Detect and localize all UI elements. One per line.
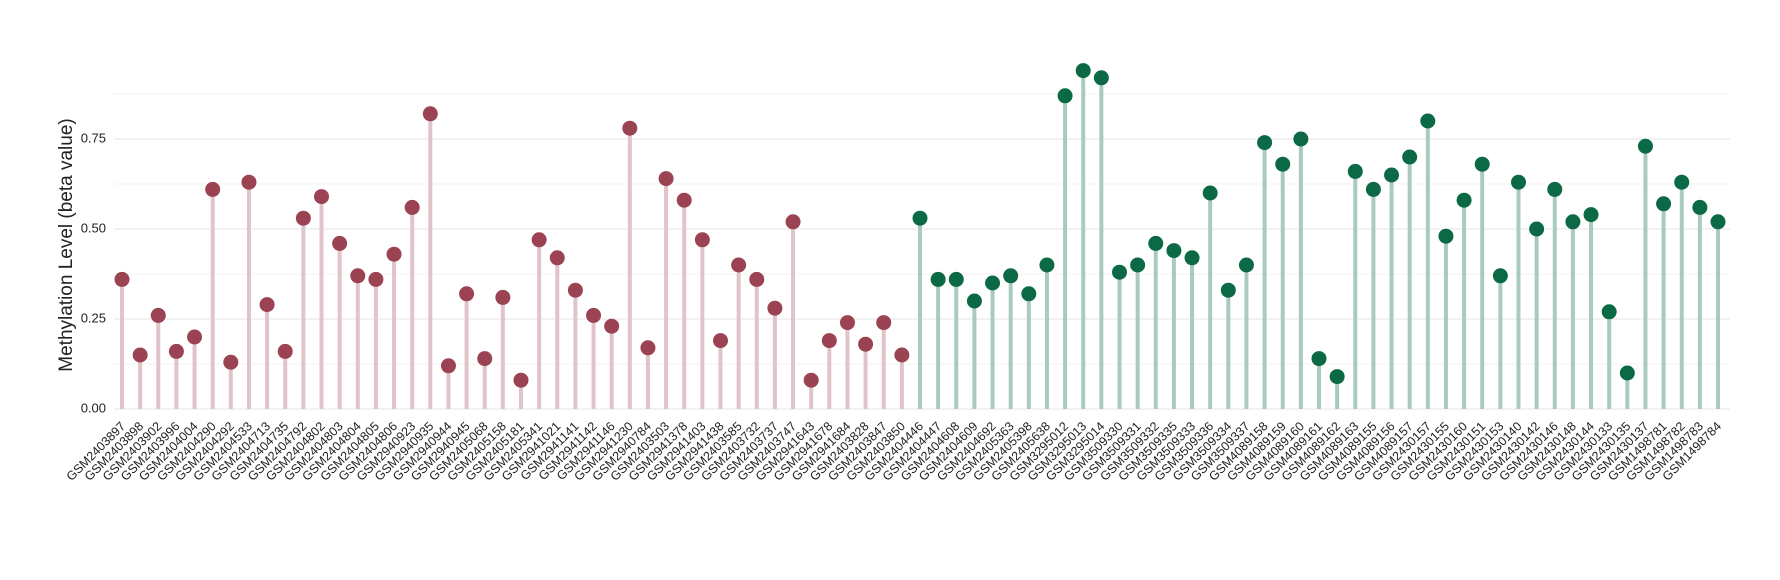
dot — [1474, 156, 1490, 172]
dot — [622, 120, 638, 136]
dot — [604, 318, 620, 334]
dot — [930, 271, 946, 287]
dot — [1637, 138, 1653, 154]
dot — [1710, 214, 1726, 230]
dot — [223, 354, 239, 370]
dot — [1384, 167, 1400, 183]
dot — [1420, 113, 1436, 129]
dot — [1166, 243, 1182, 259]
dot — [241, 174, 257, 190]
dot — [350, 268, 366, 284]
dot — [332, 235, 348, 251]
dot — [150, 307, 166, 323]
dot — [459, 286, 475, 302]
dot — [640, 340, 656, 356]
dot — [440, 358, 456, 374]
dot — [694, 232, 710, 248]
dot — [1257, 135, 1273, 151]
dot — [767, 300, 783, 316]
dot — [168, 343, 184, 359]
dot — [1547, 181, 1563, 197]
dot — [205, 181, 221, 197]
dot — [894, 347, 910, 363]
dot — [1202, 185, 1218, 201]
dot — [803, 372, 819, 388]
dot — [1003, 268, 1019, 284]
dot — [132, 347, 148, 363]
dot — [839, 315, 855, 331]
dot — [368, 271, 384, 287]
dot — [1565, 214, 1581, 230]
dot — [277, 343, 293, 359]
dot — [1692, 199, 1708, 215]
dot — [1148, 235, 1164, 251]
dot — [876, 315, 892, 331]
dot — [713, 333, 728, 349]
y-tick-label: 0.75 — [81, 130, 106, 145]
dot — [586, 307, 602, 323]
dot — [1492, 268, 1508, 284]
dot — [1021, 286, 1037, 302]
dot — [1220, 282, 1236, 298]
dot — [1093, 70, 1109, 86]
dot — [114, 271, 130, 287]
dot — [658, 171, 674, 187]
dot — [1275, 156, 1291, 172]
dot — [1529, 221, 1545, 237]
dot — [948, 271, 964, 287]
dot — [1293, 131, 1309, 147]
dot — [495, 289, 511, 305]
dot — [1311, 351, 1327, 367]
dot — [858, 336, 874, 352]
dot — [676, 192, 692, 208]
y-axis-label: Methylation Level (beta value) — [56, 118, 77, 371]
dot — [1347, 163, 1363, 179]
dot — [1039, 257, 1055, 273]
dot — [1184, 250, 1200, 266]
dot — [422, 106, 438, 122]
dot — [1456, 192, 1472, 208]
dot — [966, 293, 982, 309]
dot — [531, 232, 547, 248]
dot — [477, 351, 493, 367]
dot — [1329, 369, 1345, 385]
dot — [1511, 174, 1526, 190]
dot — [1656, 196, 1672, 212]
dot — [1583, 207, 1599, 223]
dot — [785, 214, 801, 230]
dot — [567, 282, 583, 298]
dot — [259, 297, 275, 313]
y-tick-label: 0.50 — [81, 220, 106, 235]
dot — [404, 199, 420, 215]
dot — [549, 250, 565, 266]
dot — [1130, 257, 1146, 273]
dot — [1619, 365, 1635, 381]
dot — [1365, 181, 1381, 197]
dot — [1438, 228, 1454, 244]
dot — [985, 275, 1001, 291]
dot — [386, 246, 402, 262]
dot — [295, 210, 311, 226]
dot — [912, 210, 928, 226]
dot — [1057, 88, 1073, 104]
dot — [1075, 63, 1091, 79]
dot — [314, 189, 329, 205]
dot — [187, 329, 203, 345]
dot — [1238, 257, 1254, 273]
y-tick-label: 0.25 — [81, 310, 106, 325]
dot — [821, 333, 837, 349]
dot — [1402, 149, 1418, 165]
dot — [1674, 174, 1690, 190]
dot — [731, 257, 747, 273]
dot — [1112, 264, 1127, 280]
dot — [749, 271, 765, 287]
dot — [1601, 304, 1617, 320]
dot — [513, 372, 529, 388]
y-tick-label: 0.00 — [81, 400, 106, 415]
